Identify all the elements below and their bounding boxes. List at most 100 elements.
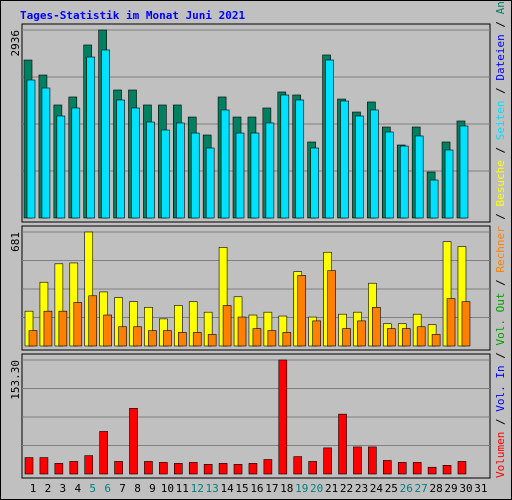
- bar: [188, 462, 198, 475]
- bar: [397, 462, 407, 475]
- separator: /: [494, 412, 507, 432]
- x-tick-label: 16: [250, 482, 263, 495]
- bar: [144, 461, 153, 475]
- bar: [446, 298, 456, 347]
- bar: [218, 463, 228, 475]
- x-tick-label: 29: [444, 482, 457, 495]
- bar: [24, 457, 34, 475]
- x-tick-label: 25: [385, 482, 398, 495]
- bar: [88, 295, 98, 347]
- bar: [203, 464, 213, 475]
- bar: [342, 328, 351, 347]
- bar: [71, 107, 81, 219]
- bar: [457, 461, 467, 475]
- y-tick-label: 681: [9, 232, 22, 252]
- bar: [263, 459, 273, 475]
- bar: [355, 115, 364, 219]
- x-tick-label: 27: [415, 482, 428, 495]
- bar: [84, 455, 94, 475]
- x-tick-label: 11: [176, 482, 189, 495]
- bar: [190, 132, 200, 219]
- bar: [385, 131, 394, 219]
- x-tick-label: 30: [459, 482, 472, 495]
- bar: [43, 310, 53, 347]
- bar: [327, 270, 336, 347]
- bar: [431, 334, 441, 347]
- bar: [174, 463, 183, 475]
- legend-label: Anfragen: [494, 0, 507, 14]
- separator: /: [494, 140, 507, 160]
- x-tick-label: 5: [89, 482, 96, 495]
- x-tick-label: 15: [235, 482, 248, 495]
- bar: [176, 122, 185, 219]
- separator: /: [494, 14, 507, 34]
- bar: [325, 59, 334, 219]
- legend-label: Dateien: [494, 34, 507, 80]
- bar: [161, 129, 170, 219]
- bar: [323, 447, 332, 475]
- bar: [148, 330, 157, 347]
- x-tick-label: 18: [280, 482, 293, 495]
- x-tick-label: 31: [474, 482, 487, 495]
- bar: [401, 328, 411, 347]
- bar: [412, 462, 422, 475]
- x-tick-label: 24: [370, 482, 384, 495]
- bar: [442, 464, 452, 475]
- bar: [73, 302, 83, 347]
- x-tick-label: 22: [340, 482, 353, 495]
- bar: [235, 132, 245, 219]
- bar: [146, 121, 155, 219]
- bar: [250, 132, 260, 219]
- bar: [340, 100, 349, 219]
- x-tick-label: 3: [60, 482, 67, 495]
- bar: [387, 328, 396, 347]
- bar: [265, 122, 275, 219]
- bar: [192, 332, 202, 347]
- bar: [383, 460, 392, 475]
- y-tick-label: 153.30: [9, 360, 22, 400]
- bar: [427, 466, 437, 475]
- bar: [310, 147, 319, 219]
- bar: [133, 326, 142, 347]
- x-tick-label: 10: [161, 482, 174, 495]
- bar: [56, 115, 66, 219]
- separator: /: [494, 81, 507, 101]
- x-tick-label: 1: [30, 482, 37, 495]
- x-tick-label: 17: [265, 482, 278, 495]
- x-tick-label: 26: [400, 482, 413, 495]
- bar: [220, 109, 230, 219]
- legend-label: Seiten: [494, 100, 507, 140]
- bar: [416, 326, 426, 347]
- x-tick-label: 6: [104, 482, 111, 495]
- bar: [28, 330, 38, 347]
- bar: [280, 94, 290, 219]
- bar: [248, 463, 258, 475]
- bar: [414, 135, 424, 219]
- x-tick-label: 4: [74, 482, 81, 495]
- y-tick-label: 2936: [9, 30, 22, 57]
- legend-label: Rechner: [494, 226, 507, 273]
- bar: [293, 456, 303, 475]
- bar: [237, 316, 247, 347]
- bar: [308, 461, 317, 475]
- x-tick-label: 23: [355, 482, 368, 495]
- bar: [267, 330, 277, 347]
- separator: /: [494, 206, 507, 226]
- bar: [312, 320, 321, 347]
- bar: [399, 145, 409, 219]
- bar: [69, 461, 79, 475]
- bar: [444, 149, 454, 219]
- bar: [295, 99, 305, 219]
- x-tick-label: 9: [149, 482, 156, 495]
- bar: [131, 107, 140, 219]
- bar: [429, 179, 439, 219]
- bar: [99, 431, 108, 475]
- bar: [372, 307, 381, 347]
- x-tick-label: 28: [429, 482, 442, 495]
- bar: [118, 326, 127, 347]
- separator: /: [494, 346, 507, 366]
- bar: [163, 330, 172, 347]
- bar: [116, 99, 125, 219]
- x-tick-label: 12: [191, 482, 204, 495]
- bar: [114, 461, 123, 475]
